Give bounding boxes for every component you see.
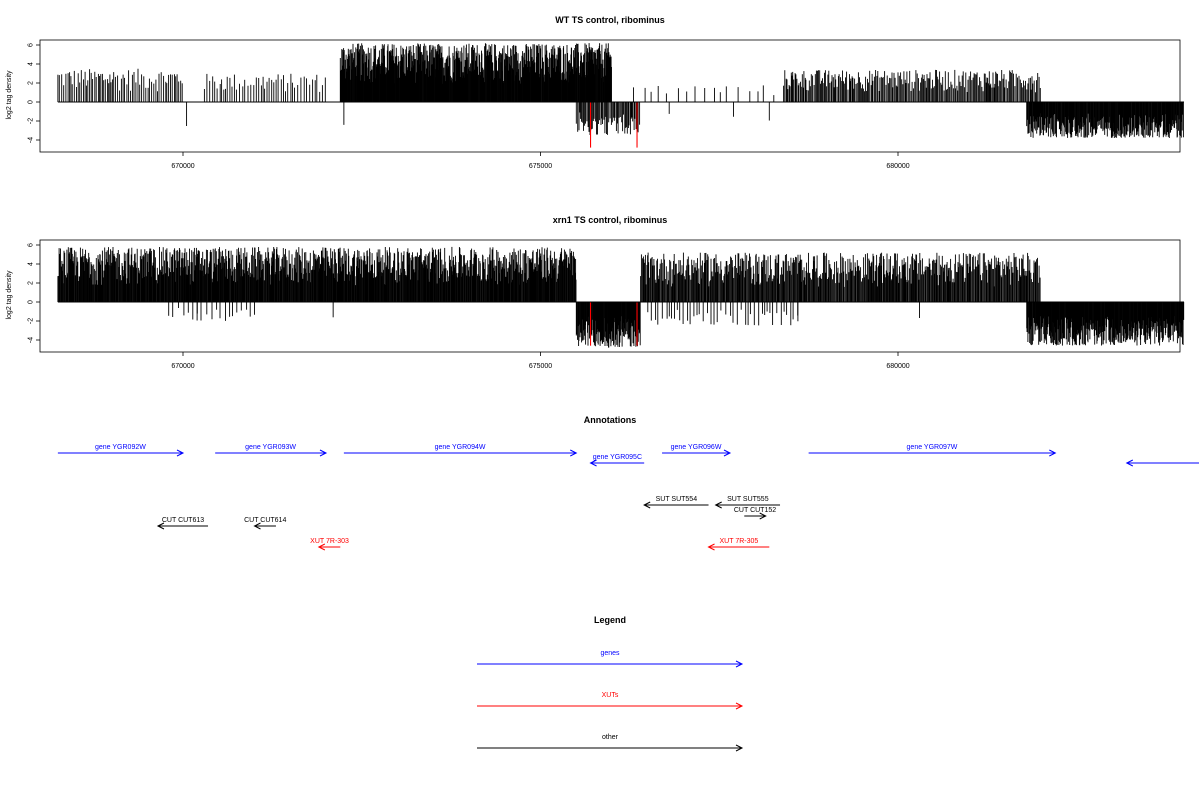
xrn1-y-axis-label: log2 tag density — [6, 270, 13, 320]
xrn1-track-title: xrn1 TS control, ribominus — [553, 215, 668, 225]
legend-panel: Legend genes XUTs other — [477, 615, 744, 752]
annotation-label: gene YGR094W — [435, 444, 486, 451]
annotation-label: XUT 7R-305 — [720, 538, 759, 545]
annotation-label: SUT SUT554 — [656, 496, 698, 503]
y-tick-label: 0 — [28, 300, 35, 304]
legend-arrow — [477, 702, 744, 710]
annotation-label: gene YGR097W — [907, 444, 958, 451]
y-tick-label: 0 — [28, 100, 35, 104]
legend-label: other — [602, 734, 619, 741]
xrn1-bars — [57, 246, 1185, 348]
wt-plot-frame — [39, 39, 1181, 153]
x-tick-label: 680000 — [886, 163, 909, 170]
wt-axes: -4 -2 0 2 4 6 670000 675000 680000 — [28, 43, 910, 170]
annotations-panel: Annotations gene YGR092W gene YGR093W gene… — [57, 415, 1199, 551]
wt-track-panel: WT TS control, ribominus log2 tag densit… — [6, 15, 1184, 170]
legend-label: XUTs — [602, 692, 619, 699]
legend-label: genes — [600, 650, 620, 657]
y-tick-label: -2 — [28, 318, 35, 324]
x-tick-label: 670000 — [171, 363, 194, 370]
annotation-arrow — [253, 522, 276, 530]
annotation-arrow — [662, 449, 732, 457]
annotation-label: SUT SUT555 — [727, 496, 769, 503]
xrn1-axes: -4 -2 0 2 4 6 670000 675000 680000 — [28, 243, 910, 370]
annotation-arrow — [808, 449, 1057, 457]
y-tick-label: 6 — [28, 43, 35, 47]
annotation-arrow — [1125, 459, 1199, 467]
xrn1-plot-frame — [39, 239, 1181, 353]
legend-arrow — [477, 744, 744, 752]
annotation-label: CUT CUT152 — [734, 507, 776, 514]
annotation-label: CUT CUT613 — [162, 517, 204, 524]
annotations-title: Annotations — [584, 415, 637, 425]
annotation-label: XUT 7R-303 — [310, 538, 349, 545]
annotation-label: gene YGR096W — [671, 444, 722, 451]
y-tick-label: 4 — [28, 62, 35, 66]
y-tick-label: 4 — [28, 262, 35, 266]
x-tick-label: 670000 — [171, 163, 194, 170]
annotation-arrow — [317, 543, 341, 551]
legend-items: genes XUTs other — [477, 650, 744, 752]
annotation-arrow — [589, 459, 645, 467]
y-tick-label: 6 — [28, 243, 35, 247]
y-tick-label: 2 — [28, 81, 35, 85]
annotation-arrow — [744, 512, 767, 520]
annotation-label: gene YGR092W — [95, 444, 146, 451]
x-tick-label: 675000 — [529, 363, 552, 370]
x-tick-label: 680000 — [886, 363, 909, 370]
y-tick-label: -4 — [28, 337, 35, 343]
annotation-arrow — [57, 449, 185, 457]
annotation-arrow — [643, 501, 709, 509]
legend-title: Legend — [594, 615, 626, 625]
annotation-features: gene YGR092W gene YGR093W gene YGR094W gene… — [57, 444, 1199, 551]
annotation-arrow — [343, 449, 578, 457]
wt-y-axis-label: log2 tag density — [6, 70, 13, 120]
annotation-arrow — [215, 449, 328, 457]
wt-track-title: WT TS control, ribominus — [555, 15, 665, 25]
annotation-arrow — [156, 522, 209, 530]
wt-bars — [57, 43, 1184, 148]
xrn1-track-panel: xrn1 TS control, ribominus log2 tag dens… — [6, 215, 1185, 370]
annotation-label: gene YGR093W — [245, 444, 296, 451]
annotation-label: CUT CUT614 — [244, 517, 286, 524]
annotation-arrow — [707, 543, 770, 551]
y-tick-label: -4 — [28, 137, 35, 143]
legend-arrow — [477, 660, 744, 668]
y-tick-label: -2 — [28, 118, 35, 124]
annotation-arrow — [714, 501, 781, 509]
x-tick-label: 675000 — [529, 163, 552, 170]
annotation-label: gene YGR095C — [593, 454, 642, 461]
y-tick-label: 2 — [28, 281, 35, 285]
